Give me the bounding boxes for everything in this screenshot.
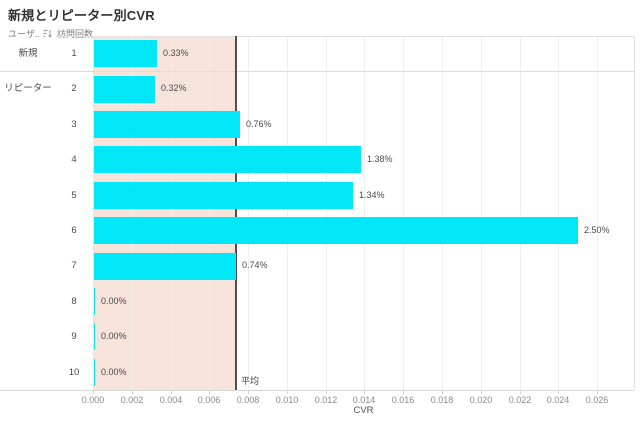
x-tick-mark [93,391,94,394]
x-axis-line [0,390,634,391]
group-label-new[interactable]: 新規 [18,48,38,59]
bar-value-label: 0.00% [101,331,127,342]
row-label-visits-3[interactable]: 3 [71,118,77,130]
gridline [520,37,521,390]
x-tick-label: 0.002 [120,395,144,405]
gridline [403,37,404,390]
row-label-visits-9[interactable]: 9 [71,331,77,343]
row-label-visits-10[interactable]: 10 [68,366,80,378]
x-tick-mark [558,391,559,394]
x-tick-mark [326,391,327,394]
bar-value-label: 2.50% [584,225,610,235]
bar-value-label: 0.33% [163,48,189,58]
x-tick-mark [520,391,521,394]
sort-descending-icon[interactable] [43,29,52,39]
gridline [326,37,327,390]
plot-border-top [56,36,634,37]
reference-line-label: 平均 [241,376,260,386]
bar-value-label: 0.00% [101,366,127,377]
x-tick-mark [364,391,365,394]
row-label-visits-1[interactable]: 1 [71,48,77,59]
gridline [481,37,482,390]
x-tick-label: 0.020 [469,395,493,405]
gridline [597,37,598,390]
x-tick-mark [481,391,482,394]
x-tick-label: 0.006 [197,395,221,405]
plot-border-right [634,36,635,390]
bar-visits-4[interactable] [94,146,361,174]
x-tick-label: 0.026 [585,395,609,405]
chart-title: 新規とリピーター別CVR [8,8,155,23]
bar-value-label: 0.74% [242,260,268,271]
x-tick-mark [248,391,249,394]
bar-visits-2[interactable] [94,75,155,103]
average-reference-line [235,36,237,390]
bar-visits-8[interactable] [94,288,95,315]
gridline [171,37,172,390]
bar-value-label: 1.34% [359,189,385,200]
x-tick-label: 0.012 [314,395,338,405]
x-tick-label: 0.022 [508,395,532,405]
row-label-visits-8[interactable]: 8 [71,295,77,307]
x-tick-label: 0.016 [391,395,415,405]
group-label-repeater[interactable]: リピーター [4,83,52,95]
gridline [209,37,210,390]
bar-visits-9[interactable] [94,323,95,351]
gridline [364,37,365,390]
x-tick-mark [287,391,288,394]
x-tick-label: 0.024 [546,395,570,405]
row-label-visits-4[interactable]: 4 [71,154,77,166]
x-tick-mark [597,391,598,394]
bar-value-label: 0.00% [101,295,127,306]
x-tick-mark [442,391,443,394]
gridline [287,37,288,390]
x-tick-mark [171,391,172,394]
x-tick-label: 0.004 [159,395,183,405]
bar-visits-7[interactable] [94,252,236,280]
bar-visits-1[interactable] [94,40,157,68]
gridline [558,37,559,390]
x-tick-mark [209,391,210,394]
row-label-visits-6[interactable]: 6 [71,225,77,236]
row-label-visits-5[interactable]: 5 [71,189,77,201]
bar-visits-6[interactable] [94,217,578,245]
gridline [132,37,133,390]
column-header-user-type-label: ユーザ.. [8,29,40,39]
x-tick-label: 0.008 [236,395,260,405]
x-tick-label: 0.000 [81,395,105,405]
row-label-visits-2[interactable]: 2 [71,83,77,95]
bar-visits-3[interactable] [94,111,240,138]
row-label-visits-7[interactable]: 7 [71,260,77,272]
x-tick-mark [403,391,404,394]
column-header-visits[interactable]: 訪問回数 [57,29,94,39]
column-header-user-type[interactable]: ユーザ.. [8,27,52,40]
bar-visits-10[interactable] [94,358,95,386]
bar-value-label: 1.38% [367,154,393,165]
bar-visits-5[interactable] [94,181,353,209]
x-tick-label: 0.018 [430,395,454,405]
x-axis-title: CVR [353,405,374,416]
x-tick-label: 0.014 [352,395,376,405]
group-separator-line [0,71,634,72]
bar-value-label: 0.32% [161,83,187,94]
gridline [442,37,443,390]
gridline [248,37,249,390]
x-tick-mark [132,391,133,394]
x-tick-label: 0.010 [275,395,299,405]
bar-value-label: 0.76% [246,118,272,129]
